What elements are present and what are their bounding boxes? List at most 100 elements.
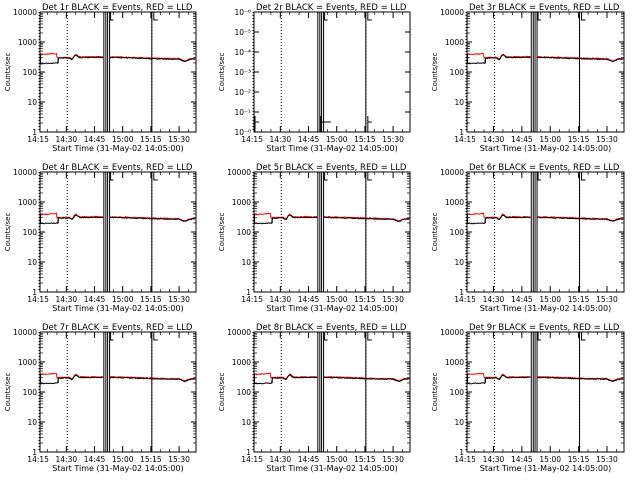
x-axis-label: Start Time (31-May-02 14:05:00) <box>52 144 183 153</box>
x-tick-label: 14:30 <box>56 295 78 304</box>
y-tick-label: 1000 <box>445 198 464 207</box>
x-tick-label: 14:15 <box>27 295 49 304</box>
y-axis-label: Counts/sec <box>431 213 439 252</box>
y-tick-label: 10 <box>454 258 464 267</box>
step-marker <box>537 332 542 341</box>
chart-title: Det 6r BLACK = Events, RED = LLD <box>469 163 620 173</box>
x-tick-label: 14:15 <box>241 455 263 464</box>
x-tick-label: 14:15 <box>454 455 476 464</box>
lld-series-line <box>254 372 318 381</box>
x-tick-label: 15:00 <box>539 295 561 304</box>
events-series-line <box>467 54 531 65</box>
events-series-line <box>109 376 196 383</box>
x-tick-label: 14:15 <box>27 135 49 144</box>
x-tick-label: 15:15 <box>568 135 590 144</box>
x-tick-label: 15:30 <box>168 295 190 304</box>
step-marker <box>581 332 586 341</box>
step-marker <box>581 12 586 21</box>
step-marker <box>153 12 158 21</box>
plot-frame <box>466 331 625 453</box>
x-tick-label: 15:30 <box>168 135 190 144</box>
step-marker <box>110 12 114 21</box>
x-axis-label: Start Time (31-May-02 14:05:00) <box>266 464 397 473</box>
y-axis-label: Counts/sec <box>4 53 12 92</box>
chart-title: Det 1r BLACK = Events, RED = LLD <box>42 3 193 13</box>
x-tick-label: 14:45 <box>84 455 106 464</box>
step-marker <box>153 332 158 341</box>
x-tick-label: 15:00 <box>112 295 134 304</box>
x-axis-label: Start Time (31-May-02 14:05:00) <box>480 304 611 313</box>
plot-frame <box>253 331 411 453</box>
events-series-line <box>254 214 318 225</box>
y-axis-label: Counts/sec <box>431 53 439 92</box>
x-tick-label: 14:45 <box>511 455 533 464</box>
x-tick-label: 14:45 <box>298 135 320 144</box>
chart-panel-9: Det 9r BLACK = Events, RED = LLD Counts/s… <box>431 323 625 473</box>
step-marker <box>324 172 328 181</box>
y-tick-label: 10000 <box>440 168 464 177</box>
x-tick-label: 15:00 <box>326 455 348 464</box>
empty-data-marker <box>320 116 331 123</box>
y-tick-label: 10⁻³ <box>234 68 251 77</box>
y-tick-label: 10 <box>454 418 464 427</box>
empty-data-marker <box>254 116 259 123</box>
x-tick-label: 14:15 <box>454 135 476 144</box>
lld-series-line <box>40 52 104 60</box>
plot-frame <box>39 331 197 453</box>
y-tick-label: 10⁻² <box>234 88 251 97</box>
x-tick-label: 14:15 <box>241 295 263 304</box>
x-tick-label: 14:15 <box>241 135 263 144</box>
y-tick-label: 10⁻¹ <box>234 108 251 117</box>
y-tick-label: 1 <box>246 288 251 297</box>
plot-frame <box>39 171 197 293</box>
x-axis-label: Start Time (31-May-02 14:05:00) <box>52 304 183 313</box>
y-tick-label: 10000 <box>440 8 464 17</box>
x-tick-label: 15:30 <box>596 135 618 144</box>
step-marker <box>324 12 328 21</box>
y-tick-label: 1 <box>32 448 37 457</box>
events-series-line <box>40 214 104 225</box>
x-tick-label: 14:30 <box>270 295 292 304</box>
chart-panel-5: Det 5r BLACK = Events, RED = LLD Counts/s… <box>218 163 411 313</box>
plot-frame <box>466 171 625 293</box>
events-series-line <box>40 54 104 65</box>
lld-series-line <box>467 212 531 220</box>
y-tick-label: 10000 <box>13 168 37 177</box>
y-tick-label: 100 <box>450 68 465 77</box>
x-tick-label: 15:15 <box>140 295 162 304</box>
lld-series-line <box>537 55 624 62</box>
step-marker <box>581 172 586 181</box>
events-series-line <box>323 376 410 383</box>
y-tick-label: 10 <box>27 98 37 107</box>
x-tick-label: 14:30 <box>270 455 292 464</box>
y-tick-label: 10⁻⁰ <box>234 128 251 137</box>
y-tick-label: 10000 <box>13 8 37 17</box>
x-tick-label: 15:30 <box>382 135 404 144</box>
x-tick-label: 14:30 <box>483 455 505 464</box>
x-tick-label: 15:30 <box>382 455 404 464</box>
x-tick-label: 14:45 <box>511 295 533 304</box>
step-marker <box>367 12 372 21</box>
x-tick-label: 15:00 <box>112 455 134 464</box>
y-tick-label: 100 <box>450 228 465 237</box>
events-series-line <box>40 374 104 385</box>
x-tick-label: 14:45 <box>511 135 533 144</box>
y-tick-label: 10 <box>241 418 251 427</box>
chart-title: Det 8r BLACK = Events, RED = LLD <box>256 323 407 333</box>
step-marker <box>153 172 158 181</box>
y-tick-label: 1 <box>32 288 37 297</box>
x-tick-label: 15:30 <box>382 295 404 304</box>
x-tick-label: 15:30 <box>596 295 618 304</box>
plot-frame <box>39 11 197 133</box>
y-tick-label: 100 <box>23 388 38 397</box>
chart-title: Det 9r BLACK = Events, RED = LLD <box>469 323 620 333</box>
y-tick-label: 100 <box>23 68 38 77</box>
y-tick-label: 1000 <box>18 198 37 207</box>
chart-panel-4: Det 4r BLACK = Events, RED = LLD Counts/s… <box>4 163 197 313</box>
chart-title: Det 2r BLACK = Events, RED = LLD <box>256 3 407 13</box>
x-tick-label: 14:30 <box>56 455 78 464</box>
x-tick-label: 14:30 <box>270 135 292 144</box>
x-axis-label: Start Time (31-May-02 14:05:00) <box>266 144 397 153</box>
chart-title: Det 7r BLACK = Events, RED = LLD <box>42 323 193 333</box>
y-tick-label: 100 <box>450 388 465 397</box>
